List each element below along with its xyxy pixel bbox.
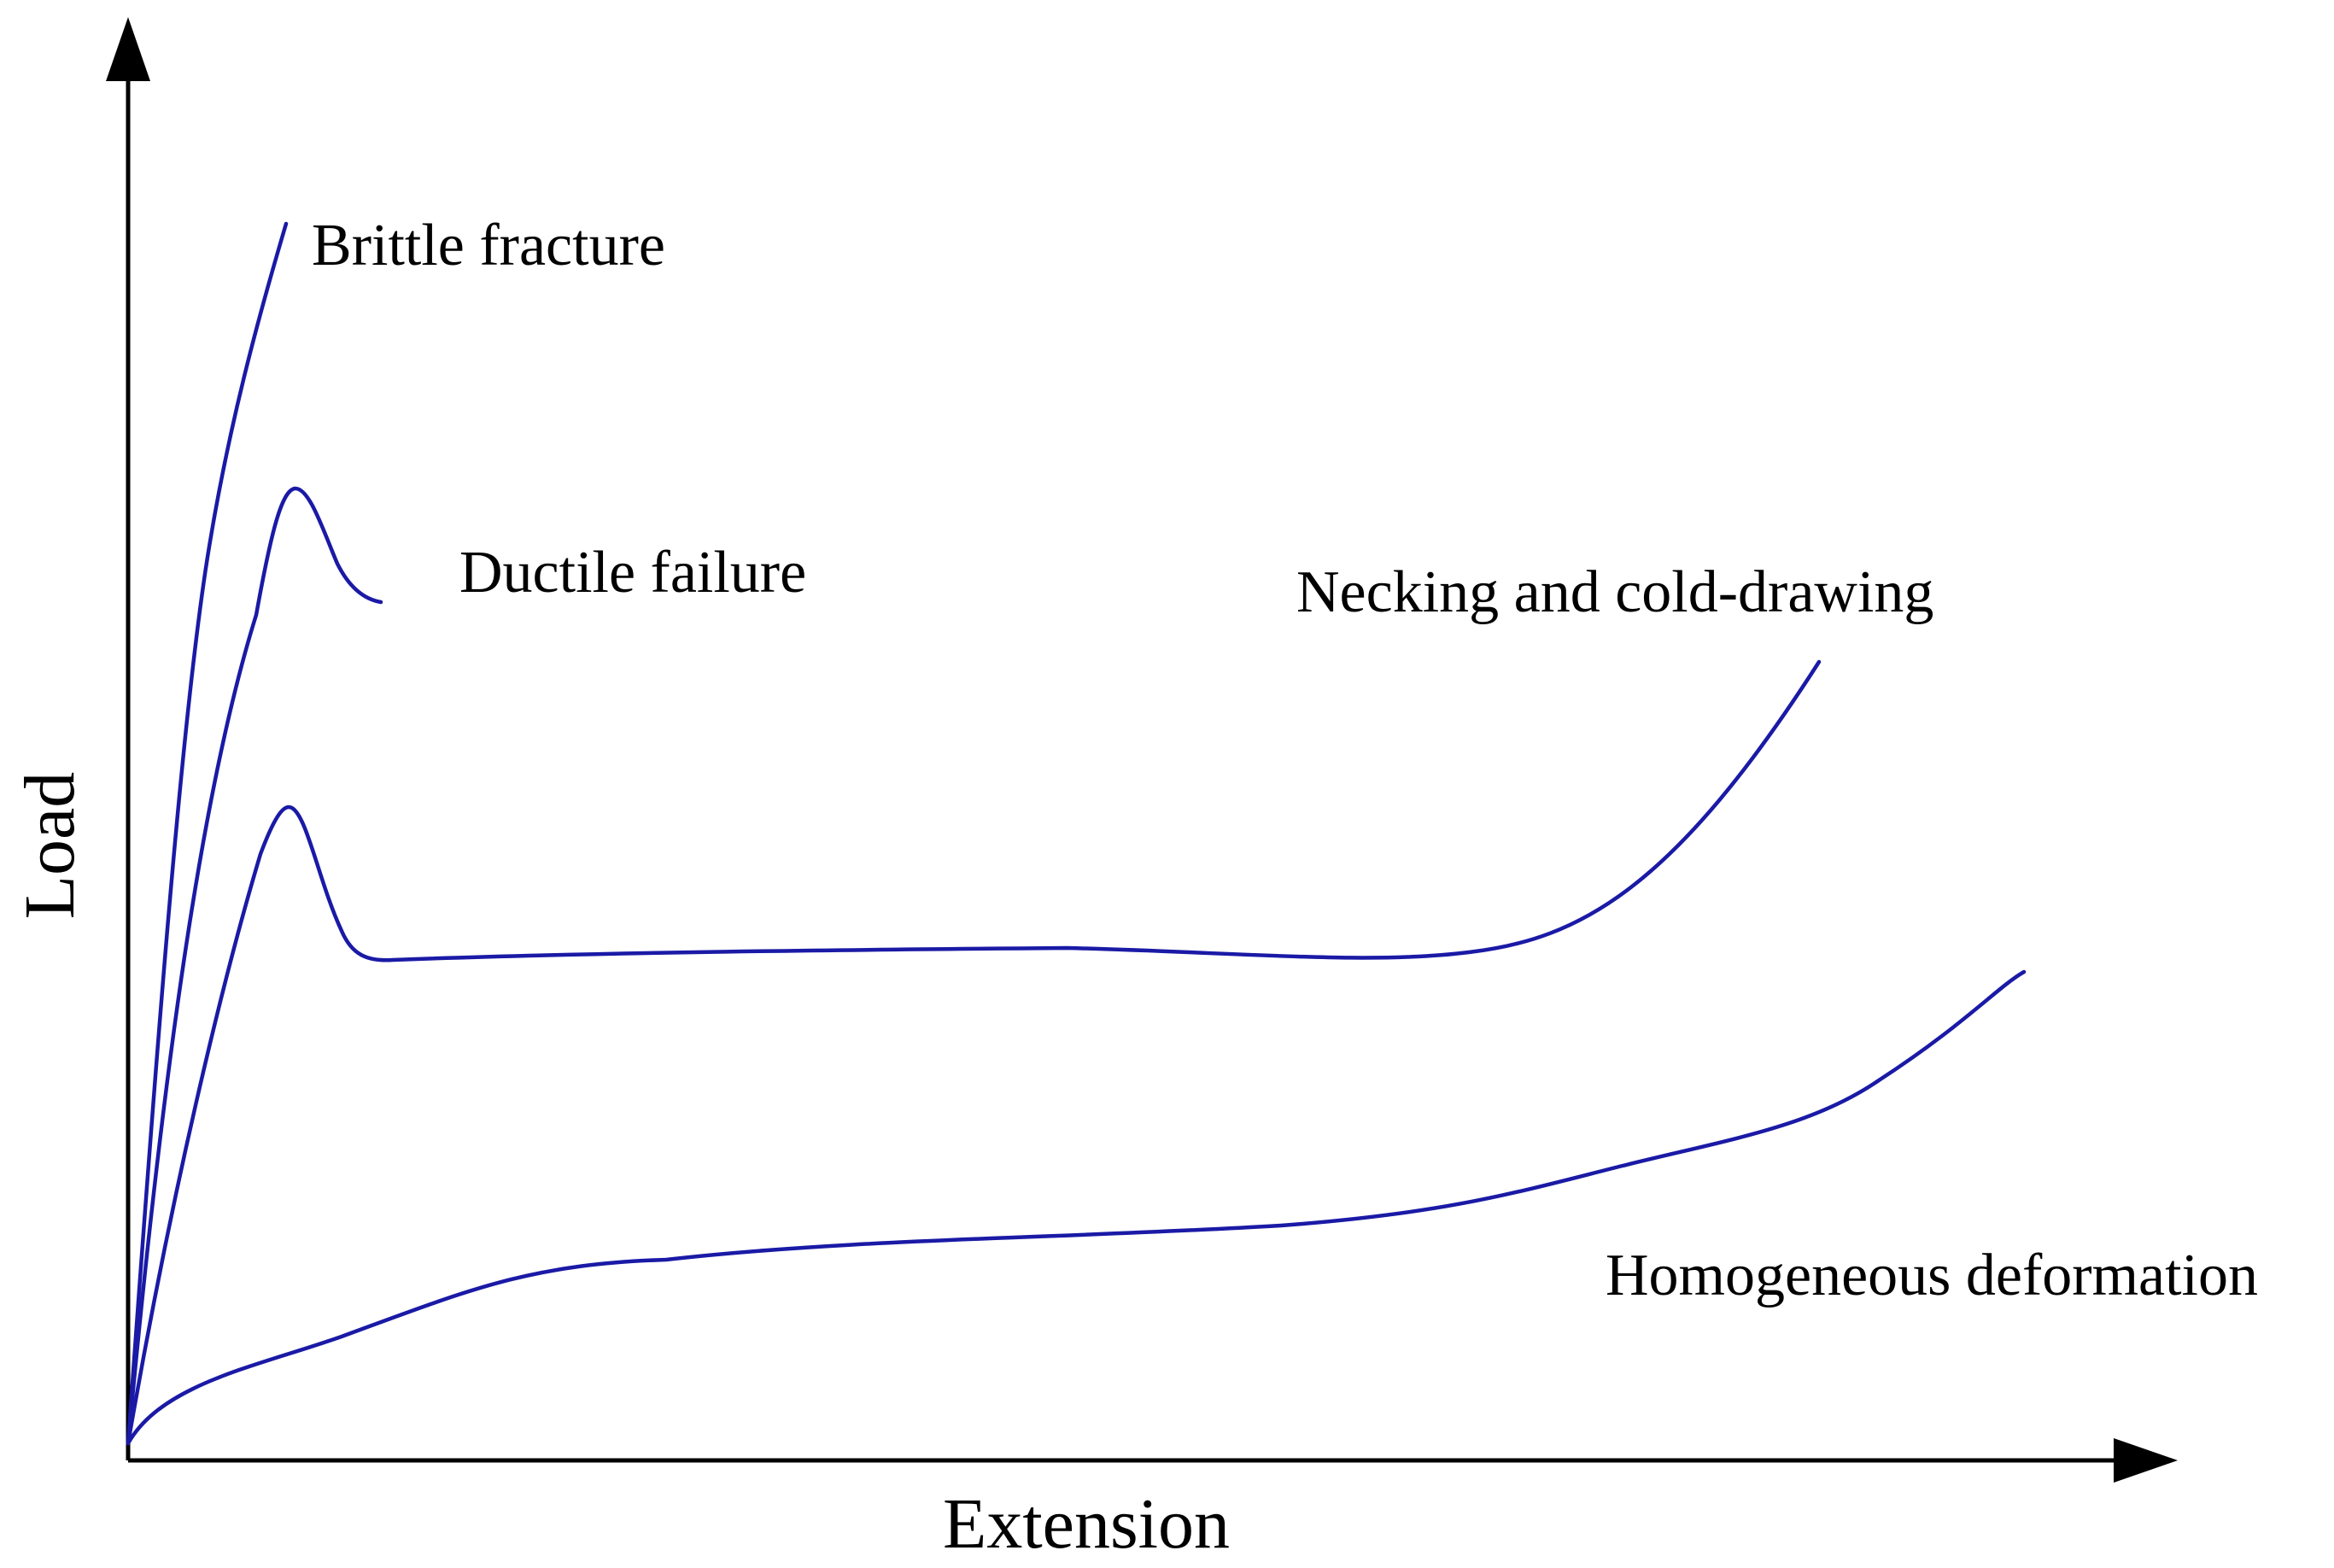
curve-ductile-failure: [126, 486, 383, 1446]
y-axis-arrow: [106, 17, 150, 81]
label-ductile-failure: Ductile failure: [459, 540, 806, 606]
curve-labels: Brittle fracture Ductile failure Necking…: [312, 213, 2258, 1308]
curves: [126, 221, 2027, 1446]
curve-brittle-fracture: [126, 221, 289, 1446]
label-necking-cold-drawing: Necking and cold-drawing: [1296, 559, 1933, 625]
axes: [106, 17, 2178, 1483]
label-homogeneous-deformation: Homogeneous deformation: [1606, 1243, 2258, 1308]
y-axis-label: Load: [10, 772, 90, 920]
x-axis-label: Extension: [943, 1484, 1230, 1564]
curve-necking-cold-drawing: [126, 659, 1822, 1446]
label-brittle-fracture: Brittle fracture: [312, 213, 665, 278]
x-axis-arrow: [2114, 1438, 2178, 1483]
curve-homogeneous-deformation: [126, 969, 2027, 1446]
